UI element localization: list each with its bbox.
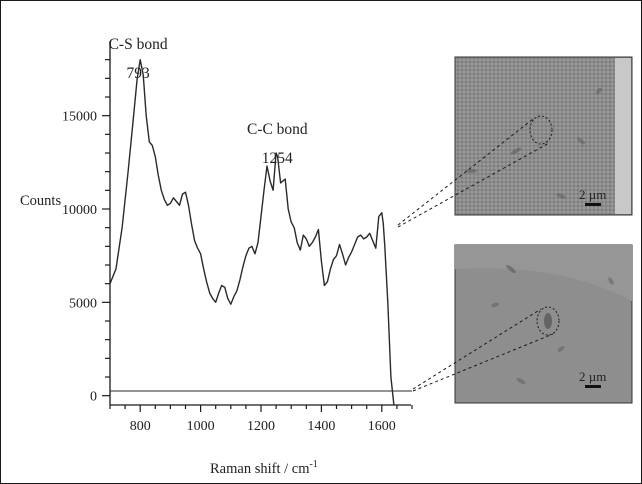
micrograph-top: 2 µm [454, 56, 633, 216]
x-axis-ticks: 800 1000 1200 1400 1600 [109, 405, 413, 434]
y-tick-label: 0 [90, 390, 97, 405]
spectrum-line [109, 59, 395, 406]
annotation-label: C-S bond [109, 36, 168, 53]
y-tick-label: 5000 [69, 296, 97, 311]
scale-label-bottom: 2 µm [579, 369, 606, 384]
y-tick-label: 15000 [62, 110, 97, 125]
y-axis-title: Counts [20, 193, 61, 209]
x-tick-label: 1000 [187, 419, 215, 434]
scale-bar-top [585, 203, 601, 206]
annotation-label: C-C bond [247, 121, 308, 138]
y-tick-label: 10000 [62, 203, 97, 218]
scale-label-top: 2 µm [579, 187, 606, 202]
micrograph-bottom: 2 µm [454, 244, 633, 404]
callout-lines [397, 118, 554, 392]
annotation-label: 793 [126, 65, 150, 82]
x-tick-label: 1200 [247, 419, 275, 434]
x-tick-label: 1600 [368, 419, 396, 434]
scale-bar-bottom [585, 385, 601, 388]
y-axis-ticks: 0 5000 10000 15000 [62, 59, 110, 405]
x-axis-title: Raman shift / cm-1 [210, 459, 318, 477]
x-tick-label: 800 [130, 419, 151, 434]
series-layer [109, 59, 412, 406]
x-tick-label: 1400 [307, 419, 335, 434]
annotation-label: 1254 [262, 150, 293, 167]
annotation-layer: C-S bond 793 C-C bond 1254 [109, 36, 308, 167]
